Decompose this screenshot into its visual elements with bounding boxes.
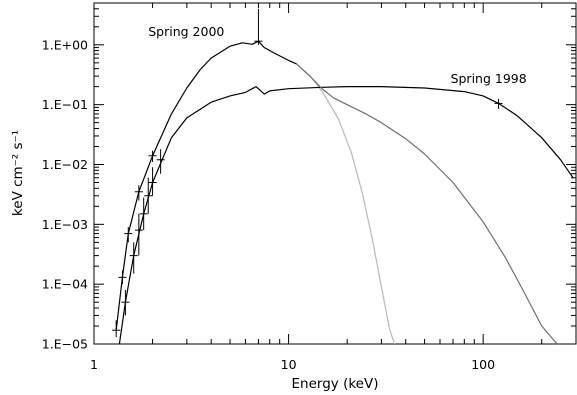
x-tick-label: 1 bbox=[90, 357, 98, 372]
y-tick-label: 1.E−03 bbox=[42, 217, 88, 232]
series-line-spring-1998-model bbox=[296, 63, 558, 345]
error-bar bbox=[148, 150, 157, 163]
annotation-spring-1998: Spring 1998 bbox=[451, 71, 527, 86]
error-bar-layer bbox=[112, 8, 503, 338]
y-axis-label: keV cm⁻² s⁻¹ bbox=[10, 130, 26, 216]
x-axis-label: Energy (keV) bbox=[292, 376, 379, 392]
x-tick-label: 10 bbox=[281, 357, 297, 372]
error-bar bbox=[112, 320, 121, 338]
y-tick-label: 1.E−01 bbox=[42, 97, 88, 112]
y-tick-label: 1.E−02 bbox=[42, 157, 88, 172]
y-tick-label: 1.E−05 bbox=[42, 337, 88, 352]
error-bar bbox=[134, 213, 143, 256]
annotation-spring-2000: Spring 2000 bbox=[148, 24, 224, 39]
error-bar bbox=[124, 227, 133, 243]
series-line-spring-1998 bbox=[118, 86, 574, 345]
y-tick-label: 1.E−04 bbox=[42, 277, 88, 292]
annotation-layer: Spring 2000 Spring 1998 bbox=[148, 24, 527, 86]
series-layer bbox=[115, 40, 574, 345]
series-line-spring-2000 bbox=[115, 40, 297, 331]
error-bar bbox=[129, 242, 138, 274]
x-tick-label: 100 bbox=[471, 357, 495, 372]
error-bar bbox=[156, 149, 165, 174]
error-bar bbox=[254, 8, 263, 45]
error-bar bbox=[494, 98, 503, 109]
series-line-spring-2000-model bbox=[296, 63, 395, 345]
tick-layer: 1 10 100 1.E−05 1.E−04 1.E−03 1.E−02 1.E−01 1.E+… bbox=[42, 3, 576, 372]
y-tick-label: 1.E+00 bbox=[42, 37, 88, 52]
error-bar bbox=[118, 270, 127, 285]
error-bar bbox=[139, 197, 148, 231]
error-bar bbox=[148, 167, 157, 196]
error-bar bbox=[134, 185, 143, 201]
error-bar bbox=[121, 289, 130, 316]
error-bar bbox=[144, 177, 153, 214]
plot-frame bbox=[93, 2, 577, 345]
